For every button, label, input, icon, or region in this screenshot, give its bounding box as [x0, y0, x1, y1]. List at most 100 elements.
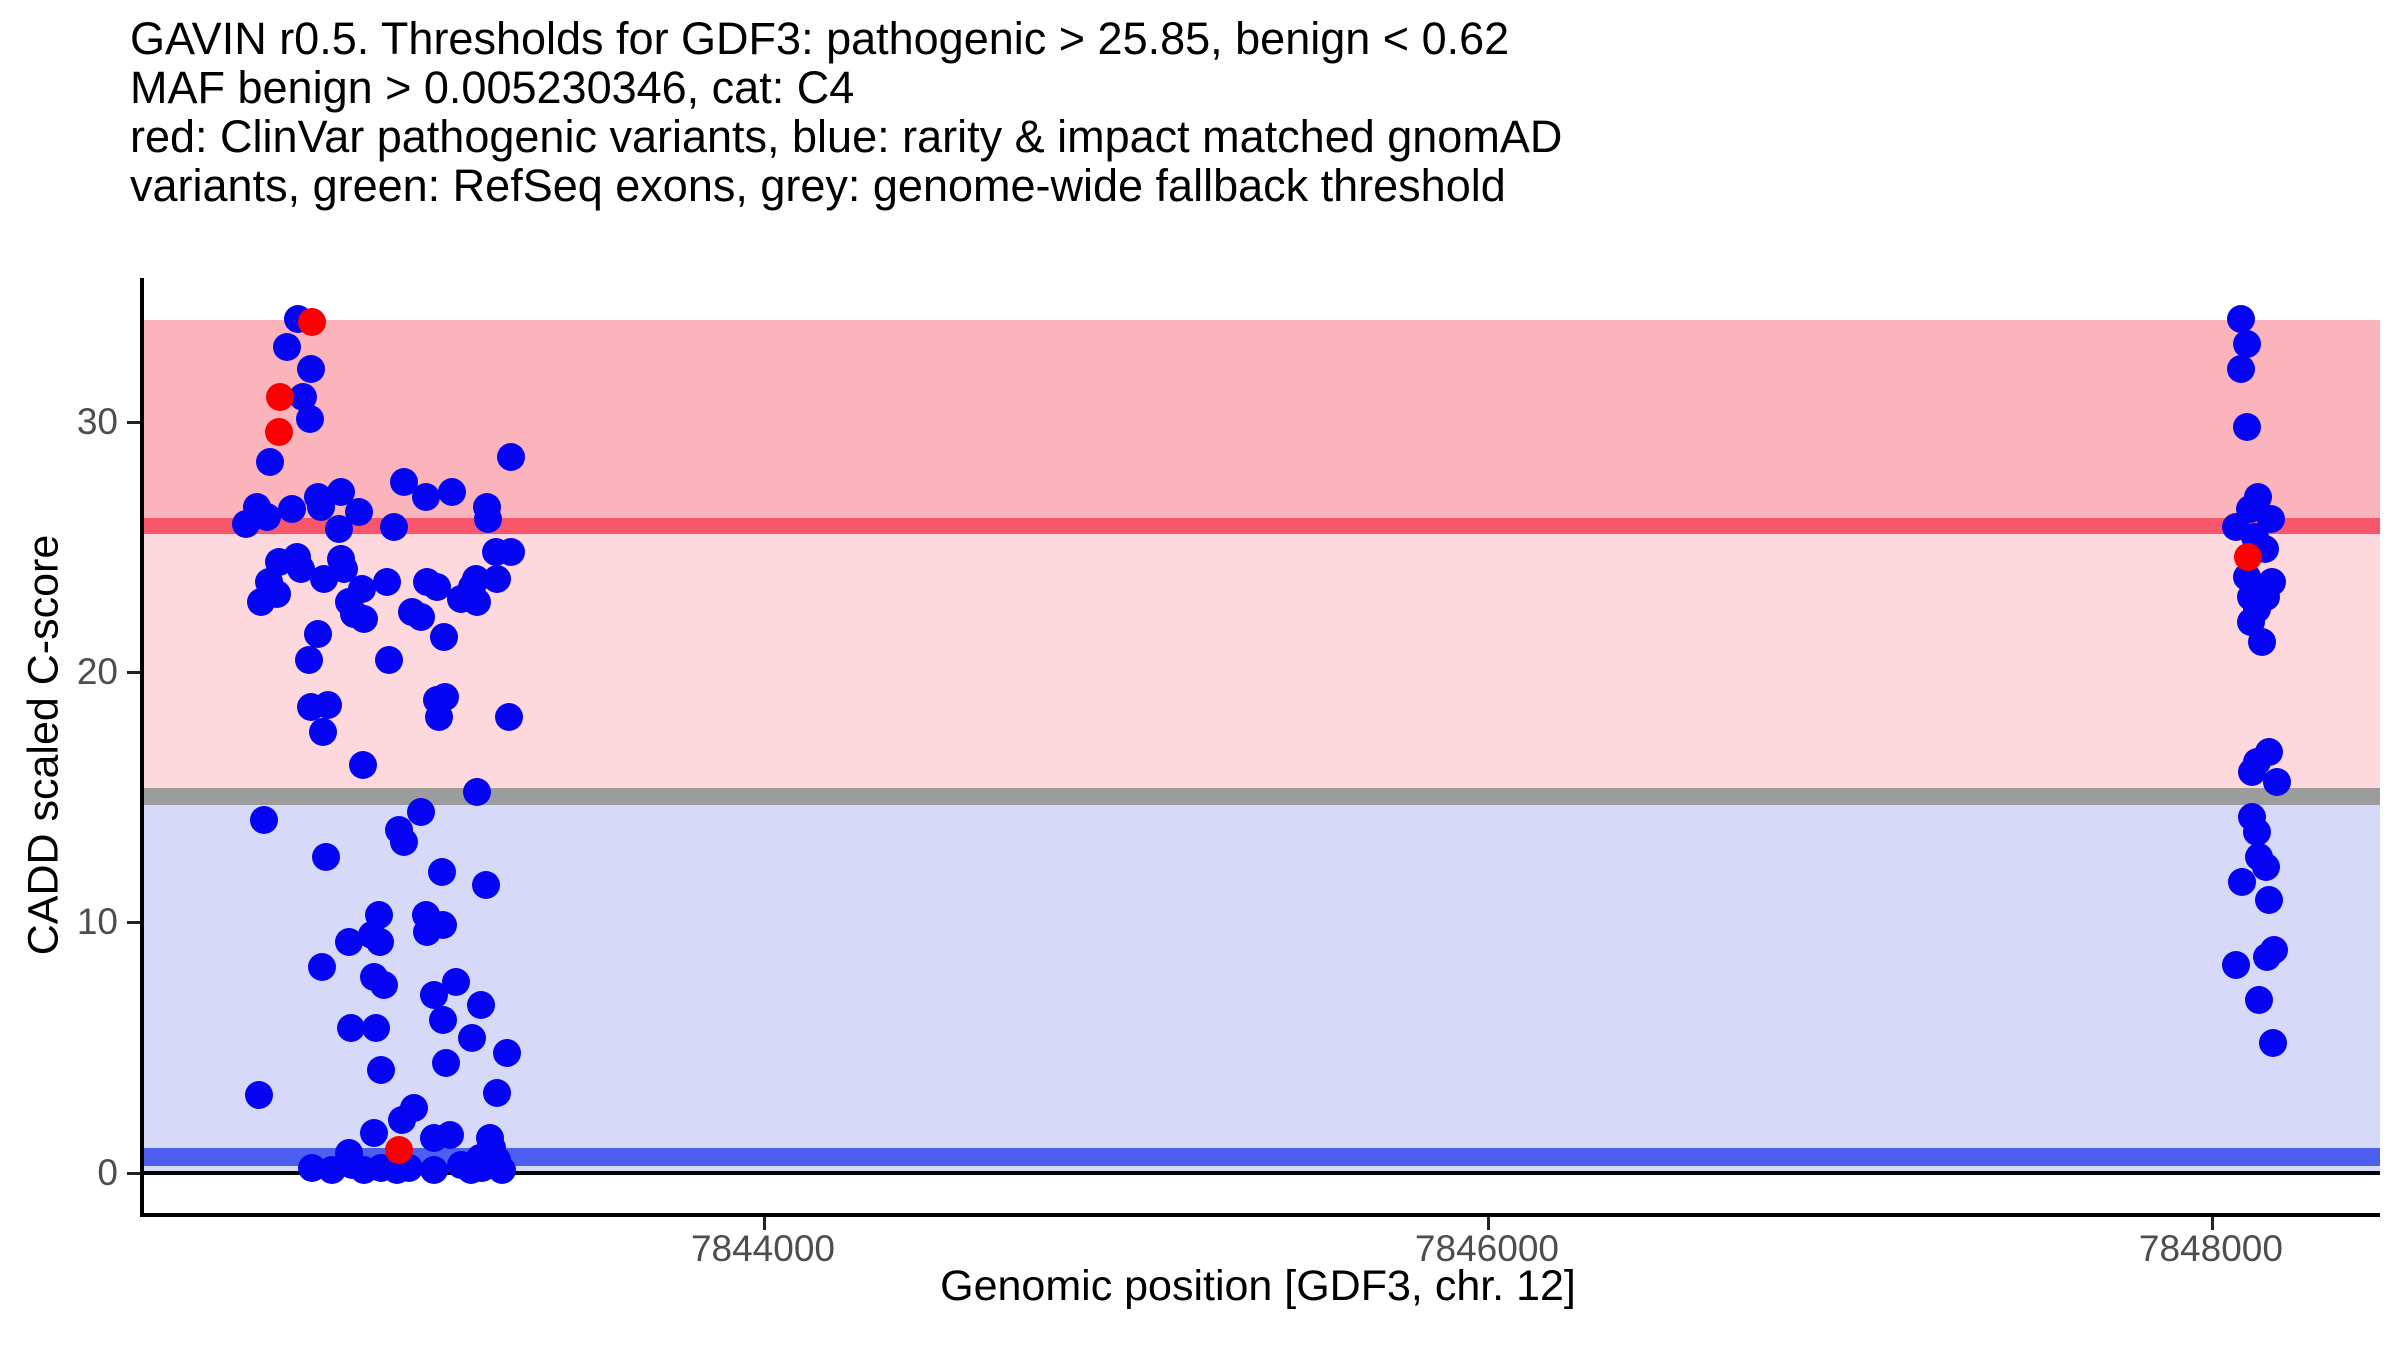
data-point [297, 307, 326, 336]
data-point [2247, 627, 2276, 656]
pathogenic-threshold-line [144, 517, 2380, 534]
data-point [2232, 330, 2261, 359]
y-tick-label: 20 [76, 651, 118, 693]
data-point [2233, 542, 2262, 571]
x-tick-mark [762, 1217, 766, 1230]
data-point [255, 447, 284, 476]
y-tick-mark [127, 420, 140, 424]
title-line-2: MAF benign > 0.005230346, cat: C4 [130, 62, 855, 113]
data-point [463, 587, 492, 616]
benign-band [144, 796, 2380, 1173]
data-point [384, 1136, 413, 1165]
data-point [337, 1013, 366, 1042]
data-point [482, 537, 511, 566]
y-tick-mark [127, 671, 140, 675]
data-point [362, 1013, 391, 1042]
fallback-threshold-line [144, 787, 2380, 805]
x-axis-title: Genomic position [GDF3, chr. 12] [940, 1262, 1576, 1310]
data-point [295, 645, 324, 674]
data-point [467, 990, 495, 1019]
data-point [380, 512, 409, 541]
data-point [304, 620, 333, 649]
data-point [307, 492, 335, 521]
y-tick-mark [127, 921, 140, 925]
data-point [308, 953, 337, 982]
data-point [488, 1156, 516, 1185]
data-point [372, 567, 401, 596]
data-point [429, 1005, 457, 1034]
data-point [325, 515, 354, 544]
data-point [2232, 412, 2261, 441]
intermediate-band [144, 525, 2380, 797]
data-point [422, 572, 451, 601]
data-point [411, 482, 440, 511]
data-point [457, 1023, 486, 1052]
data-point [494, 703, 523, 732]
data-point [349, 605, 378, 634]
data-point [497, 442, 526, 471]
data-point [295, 405, 324, 434]
data-point [369, 970, 398, 999]
data-point [278, 495, 307, 524]
data-point [472, 870, 501, 899]
data-point [2226, 305, 2255, 334]
data-point [438, 477, 467, 506]
data-point [266, 382, 295, 411]
data-point [419, 1156, 448, 1185]
data-point [2221, 950, 2250, 979]
data-point [425, 703, 454, 732]
data-point [419, 980, 448, 1009]
data-point [2237, 758, 2266, 787]
data-point [482, 1078, 511, 1107]
data-point [389, 828, 418, 857]
data-point [474, 505, 503, 534]
data-point [365, 928, 394, 957]
data-point [431, 1048, 460, 1077]
data-point [265, 417, 294, 446]
data-point [308, 718, 337, 747]
data-point [2253, 943, 2282, 972]
data-point [272, 332, 301, 361]
data-point [482, 565, 511, 594]
data-point [367, 1056, 396, 1085]
data-point [463, 778, 492, 807]
data-point [375, 645, 404, 674]
pathogenic-band [144, 320, 2380, 526]
y-tick-mark [127, 1171, 140, 1175]
data-point [2251, 853, 2280, 882]
data-point [406, 602, 435, 631]
data-point [406, 798, 435, 827]
title-line-1: GAVIN r0.5. Thresholds for GDF3: pathoge… [130, 13, 1510, 64]
benign-threshold-line [144, 1148, 2380, 1167]
data-point [2244, 985, 2273, 1014]
zero-line [144, 1170, 2380, 1175]
title-line-3: red: ClinVar pathogenic variants, blue: … [130, 111, 1563, 162]
data-point [2254, 885, 2283, 914]
data-point [2228, 868, 2257, 897]
x-tick-mark [1486, 1217, 1490, 1230]
y-tick-label: 10 [76, 901, 118, 943]
x-tick-label: 7848000 [2138, 1228, 2283, 1269]
data-point [296, 355, 325, 384]
data-point [427, 858, 456, 887]
data-point [388, 1106, 417, 1135]
data-point [435, 1121, 464, 1150]
data-point [349, 750, 377, 779]
data-point [413, 918, 442, 947]
data-point [2242, 818, 2271, 847]
data-point [493, 1038, 522, 1067]
x-tick-label: 7846000 [1414, 1228, 1559, 1269]
y-tick-label: 30 [76, 400, 118, 442]
x-tick-mark [2210, 1217, 2214, 1230]
data-point [249, 805, 278, 834]
data-point [309, 565, 338, 594]
data-point [312, 843, 341, 872]
data-point [313, 690, 342, 719]
data-point [359, 1118, 388, 1147]
data-point [2226, 355, 2255, 384]
x-tick-label: 7844000 [690, 1228, 835, 1269]
data-point [246, 587, 275, 616]
data-point [430, 622, 459, 651]
data-point [2258, 1028, 2287, 1057]
